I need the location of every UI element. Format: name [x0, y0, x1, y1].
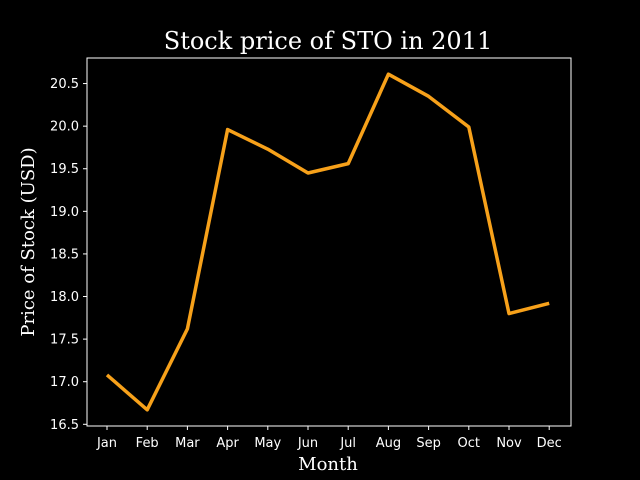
y-tick-label: 16.5	[50, 418, 79, 433]
chart-title: Stock price of STO in 2011	[164, 27, 493, 55]
plot-area: 16.5 17.0 17.5 18.0 18.5 19.0 19.5 20.0 20.5 Jan F…	[50, 72, 562, 451]
x-tick-label: Nov	[496, 436, 522, 451]
y-axis-label: Price of Stock (USD)	[18, 147, 39, 336]
x-tick-label: Jul	[339, 436, 356, 451]
x-tick-label: Jun	[297, 436, 318, 451]
y-tick-label: 19.0	[50, 205, 79, 220]
x-tick-label: Dec	[537, 436, 562, 451]
x-tick-label: Sep	[416, 436, 441, 451]
y-tick-label: 19.5	[50, 162, 79, 177]
x-tick-label: Aug	[376, 436, 401, 451]
y-tick-label: 20.0	[50, 120, 79, 135]
y-tick-label: 17.0	[50, 375, 79, 390]
series-line	[105, 72, 550, 412]
y-tick-label: 18.5	[50, 247, 79, 262]
y-tick-label: 18.0	[50, 290, 79, 305]
x-axis-label: Month	[298, 454, 358, 475]
x-tick-label: May	[254, 436, 281, 451]
x-tick-label: Apr	[216, 436, 239, 451]
y-tick-label: 17.5	[50, 333, 79, 348]
x-tick-label: Mar	[175, 436, 200, 451]
y-tick-label: 20.5	[50, 77, 79, 92]
plot-frame	[86, 57, 572, 427]
x-tick-label: Jan	[96, 436, 117, 451]
x-tick-label: Oct	[458, 436, 480, 451]
x-tick-label: Feb	[136, 436, 159, 451]
